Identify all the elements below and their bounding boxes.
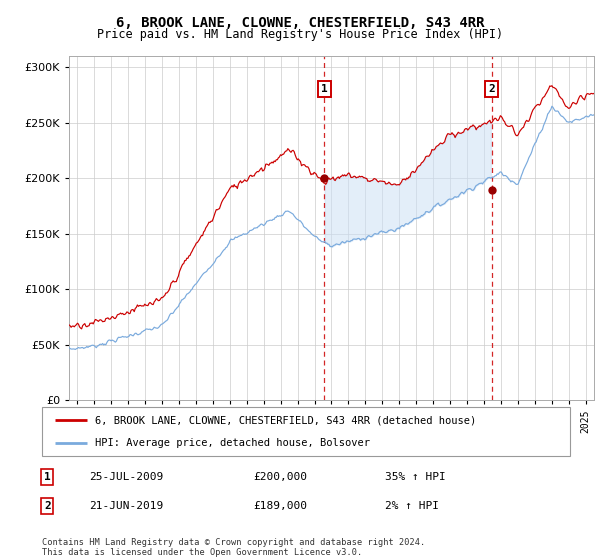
Text: £189,000: £189,000 [253, 501, 307, 511]
Text: 6, BROOK LANE, CLOWNE, CHESTERFIELD, S43 4RR (detached house): 6, BROOK LANE, CLOWNE, CHESTERFIELD, S43… [95, 416, 476, 426]
Text: £200,000: £200,000 [253, 472, 307, 482]
Text: 1: 1 [44, 472, 50, 482]
Text: HPI: Average price, detached house, Bolsover: HPI: Average price, detached house, Bols… [95, 438, 370, 448]
Text: 2: 2 [488, 83, 495, 94]
Text: 21-JUN-2019: 21-JUN-2019 [89, 501, 164, 511]
Text: Price paid vs. HM Land Registry's House Price Index (HPI): Price paid vs. HM Land Registry's House … [97, 28, 503, 41]
Text: 2: 2 [44, 501, 50, 511]
Text: 2% ↑ HPI: 2% ↑ HPI [385, 501, 439, 511]
FancyBboxPatch shape [42, 407, 570, 456]
Text: 35% ↑ HPI: 35% ↑ HPI [385, 472, 446, 482]
Text: 6, BROOK LANE, CLOWNE, CHESTERFIELD, S43 4RR: 6, BROOK LANE, CLOWNE, CHESTERFIELD, S43… [116, 16, 484, 30]
Text: 25-JUL-2009: 25-JUL-2009 [89, 472, 164, 482]
Text: 1: 1 [321, 83, 328, 94]
Text: Contains HM Land Registry data © Crown copyright and database right 2024.
This d: Contains HM Land Registry data © Crown c… [42, 538, 425, 557]
